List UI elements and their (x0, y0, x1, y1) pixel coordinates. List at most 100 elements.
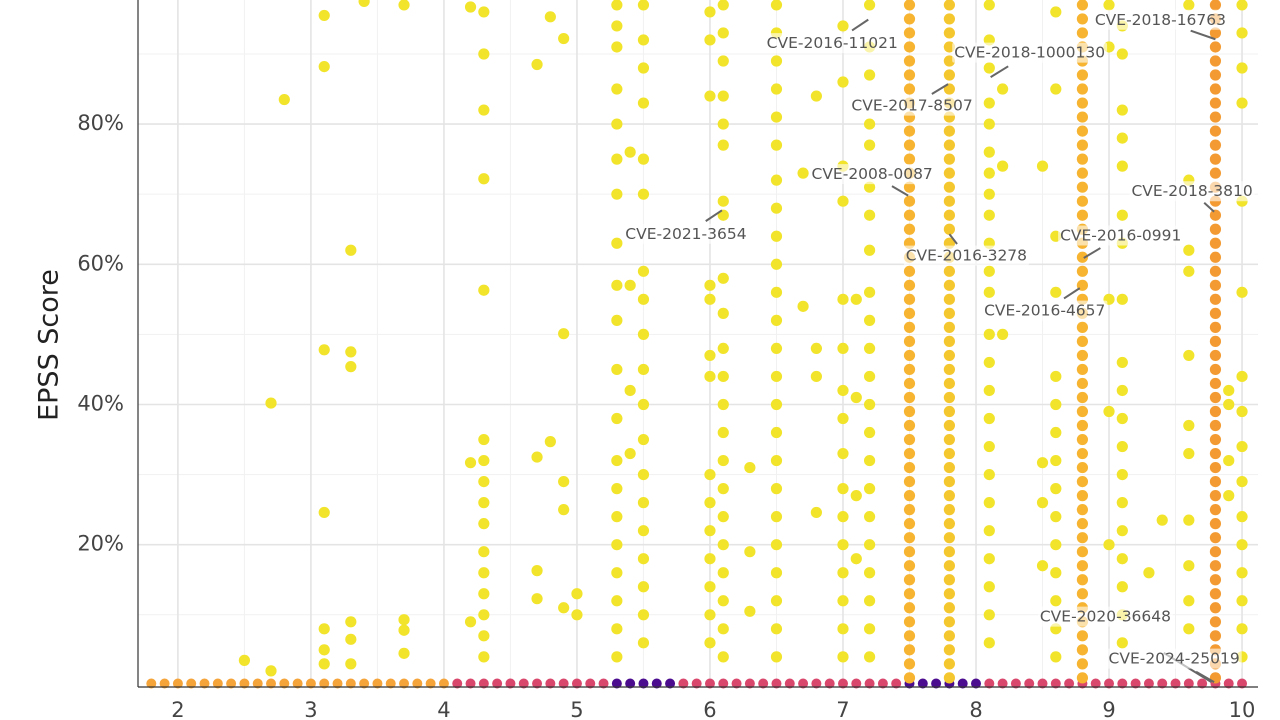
point (863, 595, 876, 607)
point (983, 412, 995, 425)
point (837, 678, 848, 689)
point (1036, 457, 1049, 469)
annotation-label: CVE-2016-4657 (984, 302, 1105, 320)
point (850, 391, 862, 404)
point (903, 490, 916, 502)
point (971, 678, 982, 689)
point (412, 678, 423, 689)
point (1104, 678, 1115, 689)
point (1116, 637, 1128, 649)
point (943, 476, 956, 488)
point (318, 60, 330, 73)
point (770, 174, 783, 186)
point (1076, 195, 1089, 207)
point (1209, 167, 1222, 179)
point (1116, 384, 1128, 397)
point (1050, 83, 1062, 95)
point (1076, 574, 1089, 586)
point (1076, 447, 1089, 460)
point (1076, 83, 1089, 95)
point (983, 0, 995, 11)
point (1076, 391, 1089, 404)
point (837, 483, 849, 495)
point (1050, 567, 1062, 579)
point (558, 602, 570, 614)
point (611, 412, 623, 425)
point (717, 27, 729, 39)
point (1103, 539, 1115, 551)
point (611, 188, 623, 200)
point (704, 6, 716, 18)
point (983, 328, 995, 340)
annotation-label: CVE-2024-25019 (1109, 650, 1240, 668)
point (704, 637, 716, 649)
x-tick-label: 10 (1229, 698, 1256, 720)
annotation-label: CVE-2018-3810 (1131, 182, 1252, 200)
point (943, 69, 956, 81)
point (1209, 602, 1222, 614)
annotation-bg (809, 164, 935, 185)
point (863, 398, 876, 411)
point (1236, 567, 1248, 579)
point (1076, 97, 1089, 109)
annotation-bg (982, 300, 1108, 321)
point (1170, 678, 1181, 689)
point (265, 397, 277, 409)
point (983, 209, 995, 221)
annotation-leader (1083, 247, 1101, 259)
point (770, 511, 783, 523)
point (770, 567, 783, 579)
point (305, 678, 316, 689)
point (863, 483, 876, 495)
grid (138, 0, 1258, 687)
point (983, 188, 995, 200)
point (1236, 511, 1248, 523)
point (1209, 293, 1222, 305)
point (598, 678, 609, 689)
point (717, 195, 729, 207)
point (1076, 518, 1089, 530)
point (770, 426, 783, 439)
point (1209, 363, 1222, 376)
point (837, 447, 849, 460)
y-tick-label: 60% (77, 251, 124, 275)
point (983, 356, 995, 369)
point (810, 90, 822, 102)
point (1050, 286, 1062, 298)
point (770, 314, 783, 326)
point (903, 532, 916, 544)
point (837, 623, 849, 635)
point (957, 678, 968, 689)
point (1116, 525, 1128, 537)
point (837, 651, 849, 663)
point (1076, 546, 1089, 558)
point (624, 447, 636, 460)
point (1076, 349, 1089, 362)
point (266, 678, 277, 689)
point (532, 678, 543, 689)
point (1050, 483, 1062, 495)
point (717, 307, 729, 319)
x-tick-label: 8 (969, 698, 982, 720)
point (1076, 167, 1089, 179)
point (758, 678, 769, 689)
point (770, 454, 783, 467)
point (717, 539, 729, 551)
point (478, 678, 489, 689)
point (1209, 560, 1222, 572)
point (903, 391, 916, 404)
point (1209, 55, 1222, 67)
point (611, 567, 623, 579)
point (717, 370, 729, 383)
x-tick-label: 6 (703, 698, 716, 720)
point (943, 167, 956, 179)
point (983, 97, 995, 109)
point (983, 581, 995, 593)
point (850, 553, 862, 565)
point (863, 181, 876, 193)
x-tick-label: 3 (304, 698, 317, 720)
annotation-leader (1063, 287, 1081, 300)
point (704, 581, 716, 593)
point (863, 139, 876, 151)
y-tick-label: 20% (77, 532, 124, 556)
